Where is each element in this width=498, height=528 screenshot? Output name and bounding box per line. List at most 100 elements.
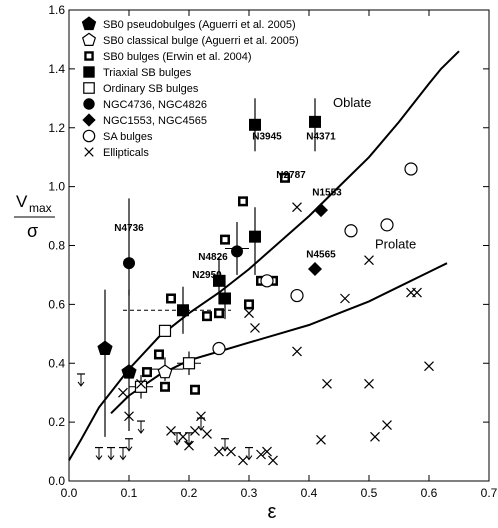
marker-arrow-down	[95, 447, 103, 461]
marker-circle-filled	[231, 245, 243, 258]
point-label: N4736	[114, 223, 144, 234]
marker-arrow-updown	[119, 446, 127, 461]
marker-arrow-down	[125, 438, 133, 452]
marker-square-open	[182, 357, 196, 370]
legend-label: NGC1553, NGC4565	[103, 115, 207, 127]
marker-pentagon-open	[157, 364, 173, 379]
marker-arrow-down	[197, 418, 205, 431]
marker-square-dotted	[202, 311, 212, 322]
marker-circle-filled	[123, 257, 135, 270]
marker-square-filled	[177, 304, 189, 317]
marker-arrow-updown	[137, 420, 145, 434]
y-tick-label: 1.2	[48, 121, 65, 135]
marker-square-dotted-inner	[156, 351, 162, 357]
marker-cross	[238, 455, 248, 466]
marker-square-filled	[249, 118, 261, 131]
legend-label: SA bulges	[103, 131, 153, 143]
marker-circle-open	[212, 341, 226, 356]
marker-cross	[214, 446, 224, 457]
marker-cross	[262, 446, 272, 457]
marker-square-dotted-inner	[282, 175, 288, 181]
marker-cross	[178, 431, 188, 442]
marker-square-dotted-inner	[192, 387, 198, 393]
marker-cross	[406, 287, 416, 298]
marker-square-dotted-inner	[86, 53, 92, 59]
point-label: N4371	[306, 132, 336, 143]
x-tick-label: 0.1	[121, 486, 138, 500]
marker-square-open	[158, 324, 172, 337]
marker-arrow-updown	[245, 446, 253, 461]
marker-cross	[136, 378, 146, 389]
marker-square-open	[83, 82, 95, 94]
marker-square-dotted-inner	[240, 198, 246, 204]
marker-cross	[196, 411, 206, 422]
marker-square-dotted	[238, 196, 248, 207]
marker-square-dotted-inner	[216, 310, 222, 316]
marker-arrow-down	[137, 421, 145, 434]
curve-label: Oblate	[333, 95, 371, 110]
marker-square-filled	[83, 66, 95, 78]
marker-cross	[190, 426, 200, 436]
legend-label: SB0 bulges (Erwin et al. 2004)	[103, 51, 252, 63]
point-label: N4826	[198, 252, 228, 263]
marker-arrow-down	[245, 447, 253, 461]
marker-cross	[250, 323, 260, 333]
marker-arrow-down	[77, 373, 85, 387]
y-axis-label-bottom: σ	[27, 221, 38, 241]
marker-cross	[226, 446, 236, 457]
marker-pentagon-filled	[121, 364, 137, 379]
marker-square-dotted	[220, 234, 230, 245]
marker-square-dotted	[214, 308, 224, 319]
marker-arrow-updown	[77, 373, 85, 387]
marker-square-dotted	[160, 381, 170, 392]
marker-arrow-down	[119, 447, 127, 461]
marker-circle-filled	[83, 98, 95, 110]
x-axis-label: ε	[268, 501, 277, 523]
plot-frame	[68, 9, 490, 482]
legend-label: Ellipticals	[103, 147, 149, 159]
marker-arrow-updown	[185, 432, 193, 446]
marker-square-filled	[219, 292, 231, 305]
marker-circle-open	[260, 274, 274, 288]
point-label: N2950	[192, 270, 222, 281]
marker-circle-open	[380, 218, 394, 232]
marker-cross	[244, 308, 254, 319]
marker-square-dotted	[166, 293, 176, 304]
marker-square-dotted-inner	[162, 384, 168, 390]
marker-circle-open	[82, 129, 96, 143]
marker-circle-open	[344, 224, 358, 238]
curve-label: Prolate	[375, 236, 416, 251]
marker-cross	[322, 378, 332, 389]
marker-arrow-updown	[95, 446, 103, 461]
marker-square-dotted	[244, 299, 254, 310]
y-tick-label: 0.6	[48, 297, 65, 311]
curve-prolate	[110, 262, 448, 415]
x-tick-label: 0.4	[301, 486, 318, 500]
legend-label: Ordinary SB bulges	[103, 83, 199, 95]
x-tick-label: 0.3	[241, 486, 258, 500]
marker-pentagon-filled	[97, 340, 113, 355]
y-tick-label: 1.0	[48, 180, 65, 194]
point-label: N4565	[306, 249, 336, 260]
marker-square-dotted-inner	[246, 301, 252, 307]
legend: SB0 pseudobulges (Aguerri et al. 2005) SB…	[81, 16, 299, 159]
marker-arrow-down	[107, 447, 115, 461]
y-tick-label: 0.8	[48, 239, 65, 253]
marker-arrow-down	[221, 438, 229, 452]
marker-arrow-updown	[107, 446, 115, 461]
legend-label: Triaxial SB bulges	[103, 67, 192, 79]
x-tick-label: 0.0	[61, 486, 78, 500]
marker-square-dotted	[154, 349, 164, 360]
y-tick-label: 0.4	[48, 356, 65, 370]
marker-cross	[364, 378, 374, 389]
marker-square-filled	[213, 274, 225, 287]
marker-diamond-filled	[314, 203, 328, 218]
marker-cross	[382, 420, 392, 430]
marker-cross	[424, 361, 434, 372]
marker-square-filled	[309, 115, 321, 128]
marker-cross	[292, 346, 302, 357]
y-tick-label: 0.2	[48, 415, 65, 429]
x-tick-label: 0.2	[181, 486, 198, 500]
point-label: N3945	[252, 132, 282, 143]
